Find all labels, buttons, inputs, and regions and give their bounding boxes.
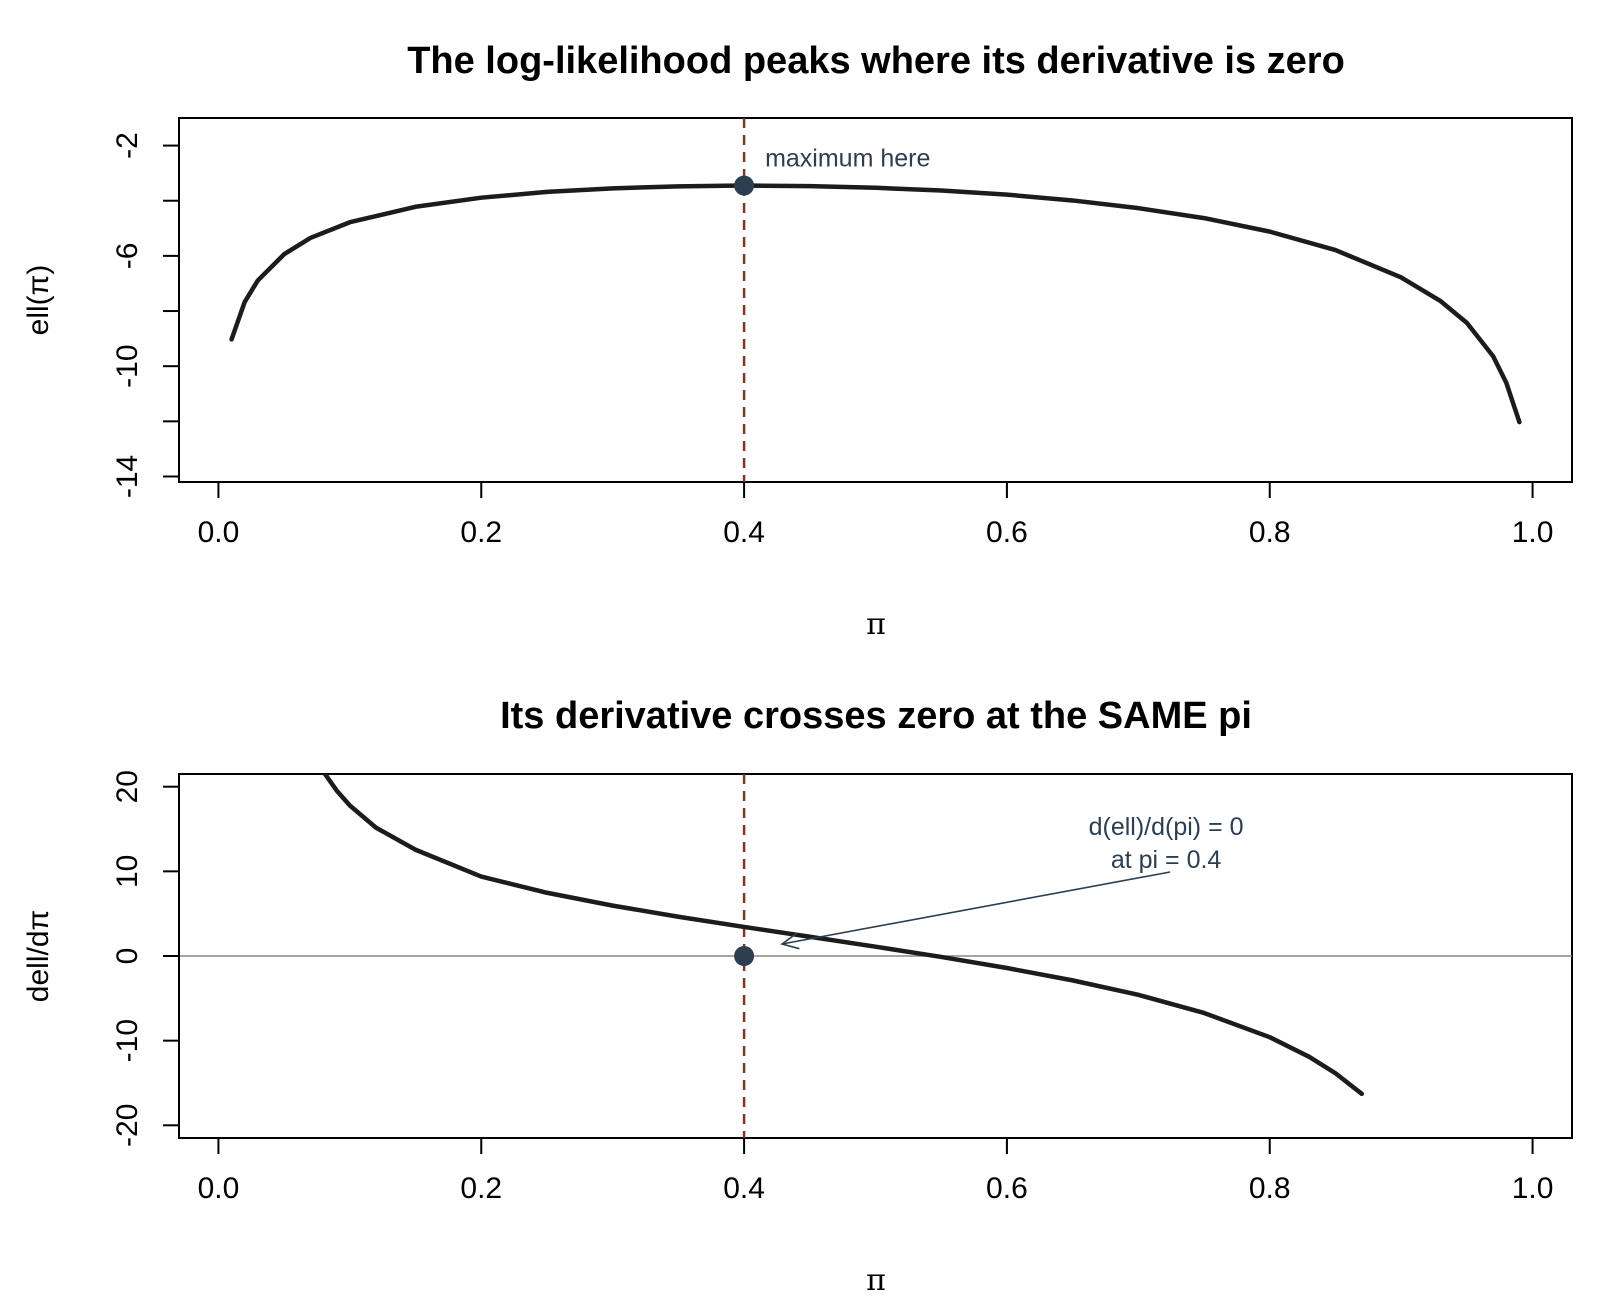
x-axis-label: π: [866, 1263, 886, 1298]
x-axis: 0.0 0.2 0.4 0.6 0.8 1.0: [198, 481, 1554, 549]
y-axis-label: ell(π): [22, 265, 55, 336]
x-tick-label: 0.4: [723, 1172, 765, 1205]
annotation-line-2: at pi = 0.4: [1111, 846, 1222, 874]
x-tick-label: 0.6: [986, 516, 1028, 549]
x-tick-label: 0.2: [460, 516, 502, 549]
panel-loglik: The log-likelihood peaks where its deriv…: [22, 40, 1573, 642]
y-axis: -14 -10 -6 -2: [111, 132, 180, 498]
x-tick-label: 0.8: [1249, 1172, 1291, 1205]
annotation-line-1: d(ell)/d(pi) = 0: [1089, 813, 1244, 841]
x-tick-label: 0.0: [198, 1172, 240, 1205]
x-axis: 0.0 0.2 0.4 0.6 0.8 1.0: [198, 1137, 1554, 1205]
y-tick-label: -2: [111, 132, 144, 159]
y-axis: -20 -10 0 10 20: [111, 770, 180, 1147]
x-tick-label: 1.0: [1512, 516, 1554, 549]
x-tick-label: 0.2: [460, 1172, 502, 1205]
y-tick-label: -6: [111, 243, 144, 270]
annotation-arrow: [781, 871, 1171, 945]
panel-derivative: Its derivative crosses zero at the SAME …: [22, 695, 1573, 1298]
annotation-arrowhead: [780, 932, 800, 950]
derivative-curve: [322, 774, 1364, 1097]
chart-title: Its derivative crosses zero at the SAME …: [500, 695, 1252, 737]
x-tick-label: 0.0: [198, 516, 240, 549]
maximum-annotation: maximum here: [765, 145, 930, 173]
y-tick-label: -10: [111, 1019, 144, 1062]
x-axis-label: π: [866, 607, 886, 642]
y-tick-label: 20: [111, 770, 144, 803]
y-tick-label: -10: [111, 345, 144, 388]
loglik-curve: [229, 183, 1522, 425]
x-tick-label: 1.0: [1512, 1172, 1554, 1205]
x-tick-label: 0.4: [723, 516, 765, 549]
y-tick-label: -14: [111, 455, 144, 498]
y-axis-label: dell/dπ: [22, 910, 55, 1002]
zero-crossing-point: [734, 946, 755, 966]
chart-title: The log-likelihood peaks where its deriv…: [407, 40, 1345, 82]
x-tick-label: 0.8: [1249, 516, 1291, 549]
y-tick-label: 10: [111, 855, 144, 888]
maximum-point: [734, 175, 755, 196]
x-tick-label: 0.6: [986, 1172, 1028, 1205]
plot-frame: [178, 117, 1573, 483]
y-tick-label: -20: [111, 1104, 144, 1147]
y-tick-label: 0: [111, 948, 144, 965]
